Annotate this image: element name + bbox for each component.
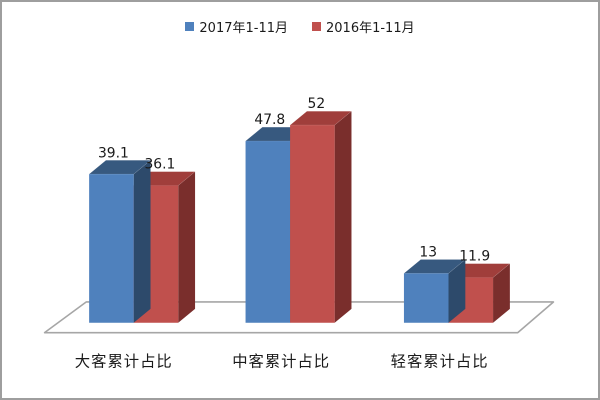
legend: 2017年1-11月 2016年1-11月 [2,17,598,36]
category-label: 大客累计占比 [75,352,173,370]
bar-side-face [133,160,151,323]
bar-front-face [403,273,449,323]
legend-item-2017: 2017年1-11月 [185,17,288,36]
bar-front-face [290,125,335,323]
value-label: 11.9 [459,249,490,265]
value-label: 39.1 [98,145,129,161]
category-label: 中客累计占比 [232,352,330,370]
legend-label-2016: 2016年1-11月 [326,21,415,36]
bar-side-face [178,171,196,323]
bar-front-face [245,141,291,323]
legend-label-2017: 2017年1-11月 [199,21,288,36]
value-label: 52 [308,96,326,112]
value-label: 13 [419,245,437,261]
bar-side-face [493,263,510,323]
legend-item-2016: 2016年1-11月 [312,17,415,36]
legend-swatch-2017-icon [185,22,195,31]
category-label: 轻客累计占比 [391,352,489,370]
value-label: 47.8 [254,112,285,128]
value-label: 36.1 [144,157,175,173]
bar-side-face [334,111,352,323]
legend-swatch-2016-icon [312,22,321,31]
bar-front-face [89,174,134,323]
bar-side-face [448,259,466,323]
